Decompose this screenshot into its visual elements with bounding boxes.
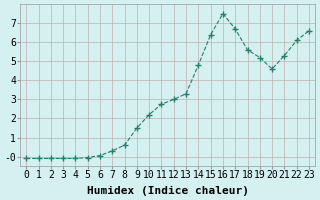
X-axis label: Humidex (Indice chaleur): Humidex (Indice chaleur) xyxy=(87,186,249,196)
